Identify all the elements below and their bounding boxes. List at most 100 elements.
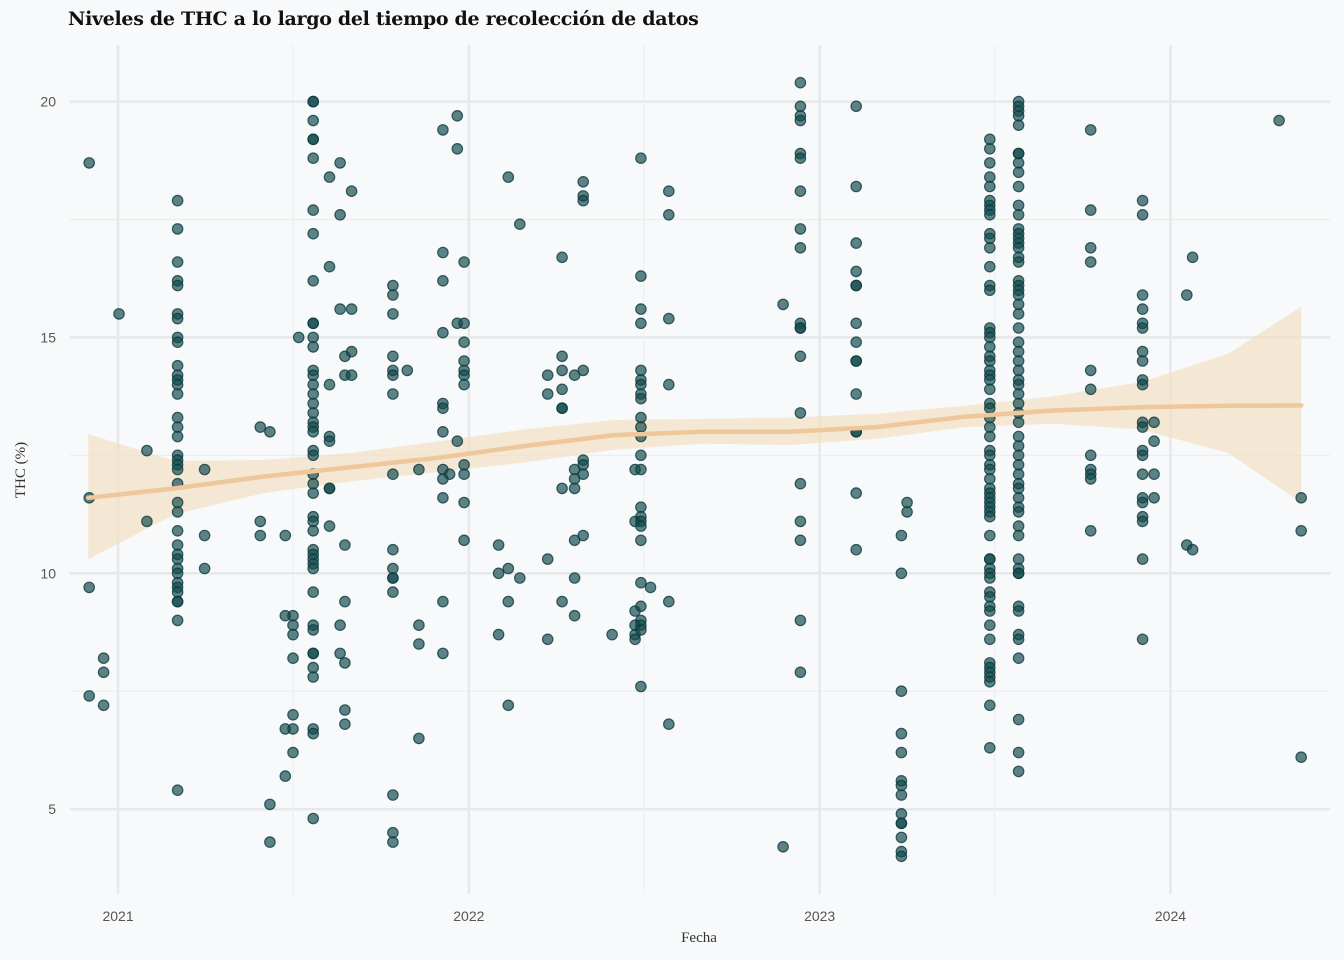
data-point	[458, 496, 470, 509]
data-point	[279, 529, 292, 542]
data-point	[983, 633, 996, 646]
data-point	[794, 322, 807, 334]
data-point	[983, 331, 996, 344]
data-point	[171, 359, 184, 372]
data-point	[307, 624, 319, 636]
data-point	[850, 265, 862, 278]
data-point	[635, 392, 647, 405]
smooth-line-layer	[86, 403, 1304, 501]
data-point	[568, 572, 581, 584]
y-axis-title: THC (%)	[13, 442, 29, 498]
data-point	[1148, 468, 1160, 480]
data-point	[83, 690, 95, 702]
data-point	[307, 152, 319, 164]
data-point	[264, 798, 276, 811]
data-point	[895, 567, 908, 580]
data-point	[850, 543, 862, 556]
data-point	[307, 227, 319, 240]
data-point	[451, 143, 464, 155]
data-point	[443, 468, 456, 480]
data-point	[339, 718, 351, 730]
data-point	[83, 157, 95, 169]
data-point	[1012, 364, 1025, 377]
data-point	[850, 279, 862, 292]
data-point	[1012, 713, 1025, 726]
data-point	[577, 529, 589, 542]
data-point	[895, 850, 908, 863]
data-point	[323, 482, 336, 495]
data-point	[502, 171, 515, 183]
data-point	[983, 260, 996, 273]
data-point	[1136, 515, 1149, 528]
data-point	[492, 539, 505, 551]
data-point	[794, 666, 807, 679]
data-point	[895, 529, 908, 542]
data-point	[794, 614, 807, 627]
data-point	[635, 624, 647, 636]
points-layer	[83, 76, 1307, 863]
data-point	[458, 468, 470, 480]
data-point	[513, 218, 526, 230]
data-point	[794, 76, 807, 89]
data-point	[345, 345, 358, 358]
data-point	[556, 251, 568, 264]
data-point	[1084, 383, 1097, 396]
data-point	[901, 506, 913, 518]
data-point	[850, 487, 862, 499]
data-point	[1012, 256, 1025, 268]
data-point	[458, 256, 470, 268]
data-point	[577, 364, 589, 377]
data-point	[794, 534, 807, 547]
data-point	[556, 383, 568, 396]
data-point	[895, 746, 908, 759]
data-point	[1012, 746, 1025, 759]
data-point	[97, 699, 110, 712]
data-point	[568, 482, 581, 495]
data-point	[1295, 524, 1307, 537]
data-point	[850, 336, 862, 348]
data-point	[1136, 553, 1149, 565]
data-point	[635, 600, 647, 613]
data-point	[635, 501, 647, 513]
data-point	[1136, 289, 1149, 301]
data-point	[339, 595, 351, 608]
data-point	[577, 176, 589, 188]
data-point	[171, 279, 184, 292]
data-point	[387, 468, 399, 480]
data-point	[541, 388, 554, 400]
data-point	[1084, 449, 1097, 462]
data-point	[198, 529, 211, 542]
data-point	[97, 652, 110, 664]
data-point	[287, 708, 299, 721]
data-point	[635, 534, 647, 547]
data-point	[307, 586, 319, 598]
data-point	[850, 388, 862, 400]
data-point	[794, 515, 807, 528]
data-point	[1012, 180, 1025, 193]
data-point	[635, 270, 647, 282]
data-point	[556, 350, 568, 363]
data-point	[895, 779, 908, 792]
data-point	[171, 586, 184, 598]
data-point	[1136, 496, 1149, 509]
data-point	[794, 242, 807, 254]
data-point	[437, 491, 449, 504]
data-point	[307, 425, 319, 438]
data-point	[437, 647, 449, 660]
data-point	[635, 680, 647, 693]
data-point	[556, 364, 568, 377]
data-point	[334, 157, 346, 169]
data-point	[983, 699, 996, 712]
data-point	[1136, 633, 1149, 646]
data-point	[307, 133, 319, 146]
smooth-trend-line	[86, 403, 1304, 501]
data-point	[983, 157, 996, 169]
data-point	[895, 789, 908, 801]
data-point	[794, 114, 807, 127]
data-point	[1084, 242, 1097, 254]
data-point	[662, 312, 675, 325]
data-point	[413, 463, 425, 476]
data-point	[387, 572, 399, 584]
data-point	[541, 369, 554, 381]
